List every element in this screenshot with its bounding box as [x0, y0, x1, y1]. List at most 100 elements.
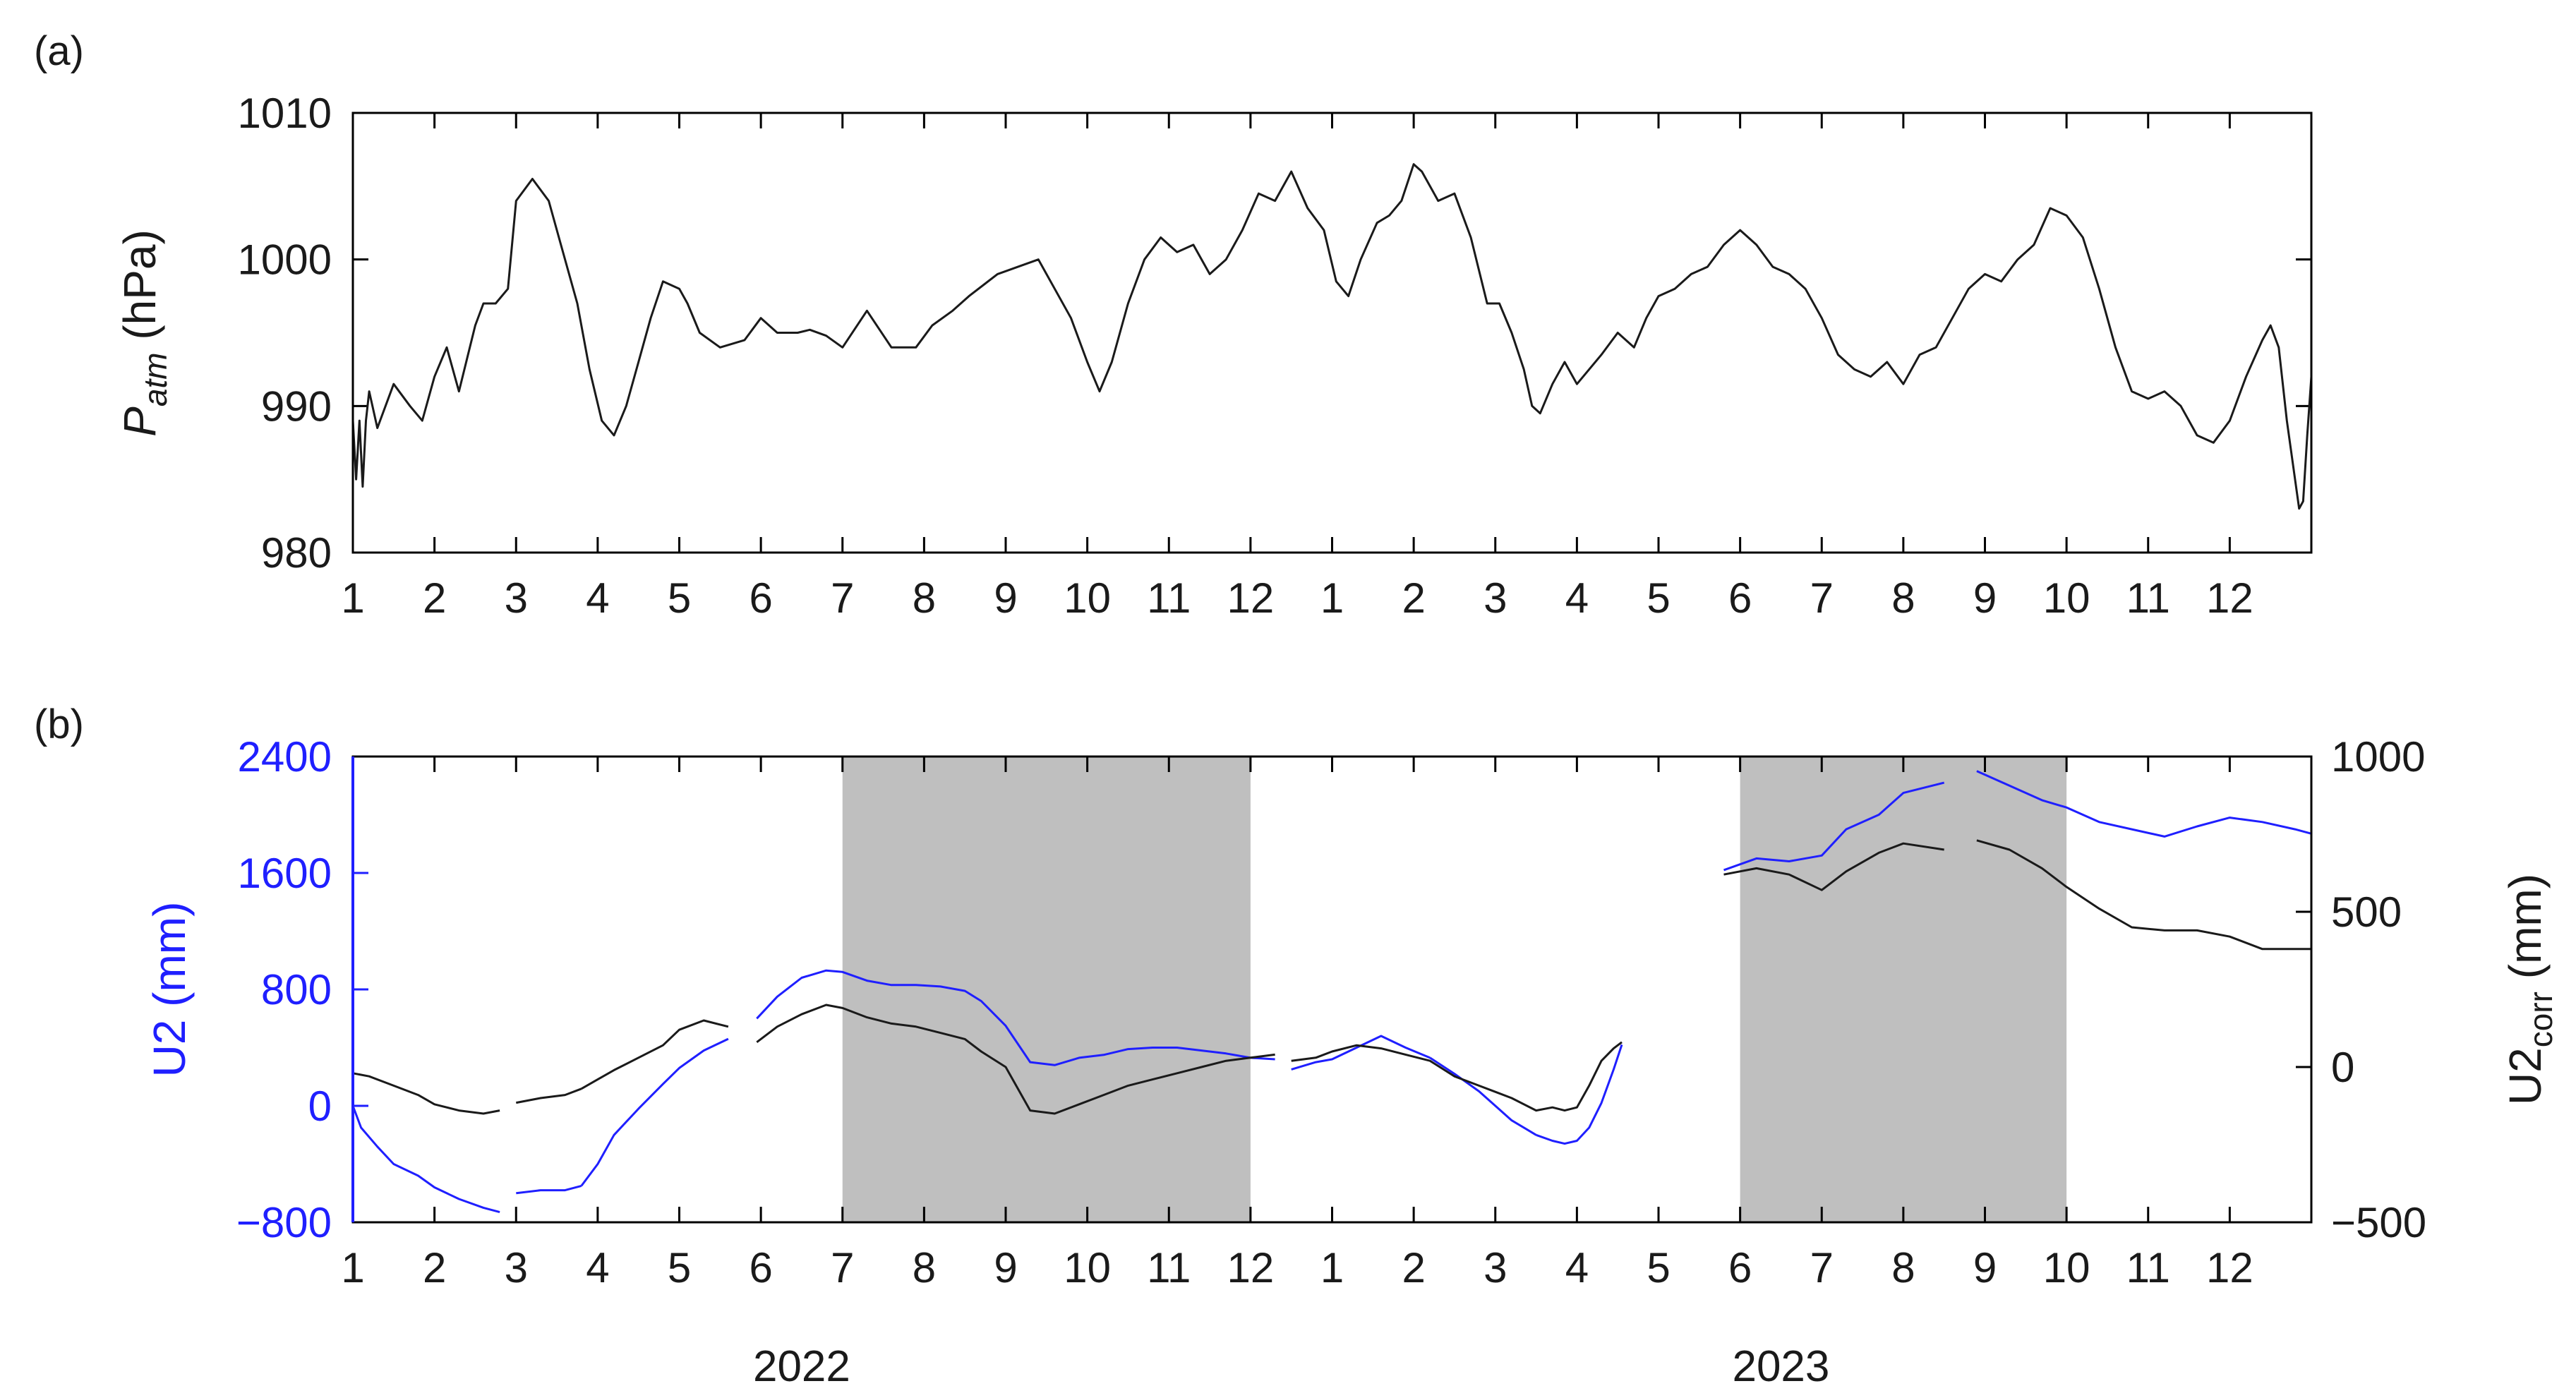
x-tick-label: 6: [749, 1244, 772, 1291]
u2-line-segment: [516, 1184, 582, 1195]
x-tick-label: 8: [1891, 574, 1915, 622]
panel-a-ylabel: Patm (hPa): [114, 229, 174, 437]
u2corr-line-segment: [352, 1072, 500, 1115]
x-tick-label: 9: [1973, 574, 1997, 622]
u2corr-line-segment: [1291, 1041, 1623, 1112]
u2-line-segment: [580, 1037, 729, 1187]
y-left-tick-label: 2400: [238, 733, 332, 781]
x-tick-label: 3: [1483, 574, 1507, 622]
x-tick-label: 4: [586, 574, 609, 622]
x-tick-label: 5: [668, 574, 691, 622]
panel-a: (a) 1 2 3 4 5 6 7 8 9 10 11 12 1 2 3 4 5 6 7 8 9 10 11 12980990…: [34, 28, 2313, 622]
shaded-period: [842, 757, 1251, 1222]
x-tick-label: 9: [994, 1244, 1017, 1291]
shaded-period: [1740, 757, 2067, 1222]
x-tick-label: 3: [505, 1244, 528, 1291]
x-tick-label: 2: [1402, 1244, 1425, 1291]
ylabel-right-main: U2: [2500, 1047, 2551, 1105]
x-tick-label: 11: [2126, 574, 2170, 622]
u2corr-line-segment: [581, 1019, 729, 1090]
panel-b-label: (b): [34, 701, 84, 747]
x-tick-label: 11: [2126, 1244, 2170, 1291]
ylabel-sub: atm: [137, 352, 174, 406]
x-tick-label: 12: [1227, 574, 1275, 622]
panel-a-ticks: 1 2 3 4 5 6 7 8 9 10 11 12 1 2 3 4 5 6 7 8 9 10 11 129809901000…: [238, 90, 2311, 622]
panel-b: (b) 1 2 3 4 5 6 7 8 9 10 11 12 1 2 3 4 5 6 7 8 9 10 11 12−80008…: [34, 701, 2559, 1391]
x-tick-label: 10: [2043, 1244, 2090, 1291]
x-tick-label: 5: [1647, 574, 1670, 622]
patm-line: [351, 163, 2313, 510]
u2corr-line-segment: [1723, 842, 1944, 891]
panel-b-ylabel-right: U2corr (mm): [2500, 874, 2559, 1105]
x-tick-label: 7: [831, 1244, 854, 1291]
x-tick-label: 7: [831, 574, 854, 622]
u2-line-segment: [1536, 1044, 1623, 1145]
x-tick-label: 5: [668, 1244, 691, 1291]
u2-line-segment: [1291, 1035, 1431, 1071]
x-tick-label: 11: [1147, 574, 1191, 622]
y-left-tick-label: 800: [261, 966, 332, 1013]
x-tick-label: 3: [1483, 1244, 1507, 1291]
x-tick-label: 12: [2206, 574, 2253, 622]
y-right-tick-label: 500: [2331, 888, 2402, 936]
x-tick-label: 1: [341, 1244, 364, 1291]
x-tick-label: 11: [1147, 1244, 1191, 1291]
y-left-tick-label: 1600: [238, 850, 332, 897]
panel-a-series: [351, 163, 2313, 510]
x-tick-label: 7: [1810, 574, 1834, 622]
panel-b-series: [351, 770, 2312, 1214]
panel-a-label: (a): [34, 28, 84, 74]
u2corr-line-segment: [1976, 839, 2311, 951]
ylabel-right-sub: corr: [2522, 992, 2559, 1047]
x-tick-label: 6: [749, 574, 772, 622]
panel-b-ylabel-left: U2 (mm): [144, 902, 195, 1078]
x-tick-label: 3: [505, 574, 528, 622]
panel-a-frame: [351, 112, 2313, 554]
x-tick-label: 6: [1728, 1244, 1752, 1291]
x-tick-label: 8: [913, 1244, 936, 1291]
panel-b-shaded-periods: [842, 757, 2067, 1222]
x-tick-label: 10: [2043, 574, 2090, 622]
y-right-tick-label: 0: [2331, 1044, 2354, 1091]
x-tick-label: 9: [994, 574, 1017, 622]
y-right-tick-label: 1000: [2331, 733, 2425, 781]
x-tick-label: 7: [1810, 1244, 1834, 1291]
x-tick-label: 8: [1891, 1244, 1915, 1291]
x-tick-label: 9: [1973, 1244, 1997, 1291]
x-tick-label: 6: [1728, 574, 1752, 622]
y-tick-label: 1010: [238, 90, 332, 137]
year-label: 2023: [1732, 1342, 1829, 1391]
u2corr-line-segment: [516, 1087, 582, 1104]
ylabel-unit: (hPa): [114, 229, 165, 352]
x-tick-label: 1: [1320, 1244, 1344, 1291]
x-tick-label: 4: [586, 1244, 609, 1291]
u2-line-segment: [756, 969, 1275, 1066]
x-tick-label: 1: [1320, 574, 1344, 622]
y-tick-label: 1000: [238, 236, 332, 284]
u2-line-segment: [351, 1105, 500, 1214]
ylabel-right-unit: (mm): [2500, 874, 2551, 992]
y-left-tick-label: 0: [308, 1083, 332, 1130]
y-left-tick-label: −800: [236, 1199, 332, 1246]
x-tick-label: 10: [1064, 574, 1111, 622]
year-label: 2022: [753, 1342, 850, 1391]
y-tick-label: 990: [261, 382, 332, 430]
y-tick-label: 980: [261, 529, 332, 577]
panel-b-year-labels: 2022 2023: [753, 1342, 1829, 1391]
x-tick-label: 1: [341, 574, 364, 622]
ylabel-main: P: [114, 406, 165, 437]
x-tick-label: 2: [423, 1244, 446, 1291]
x-tick-label: 2: [423, 574, 446, 622]
x-tick-label: 4: [1565, 1244, 1589, 1291]
x-tick-label: 10: [1064, 1244, 1111, 1291]
x-tick-label: 12: [1227, 1244, 1275, 1291]
x-tick-label: 8: [913, 574, 936, 622]
x-tick-label: 5: [1647, 1244, 1670, 1291]
y-right-tick-label: −500: [2331, 1199, 2426, 1246]
u2corr-line-segment: [756, 1004, 1275, 1115]
x-tick-label: 12: [2206, 1244, 2253, 1291]
u2-line-segment: [1976, 770, 2312, 838]
u2-line-segment: [1723, 781, 1945, 872]
x-tick-label: 2: [1402, 574, 1425, 622]
